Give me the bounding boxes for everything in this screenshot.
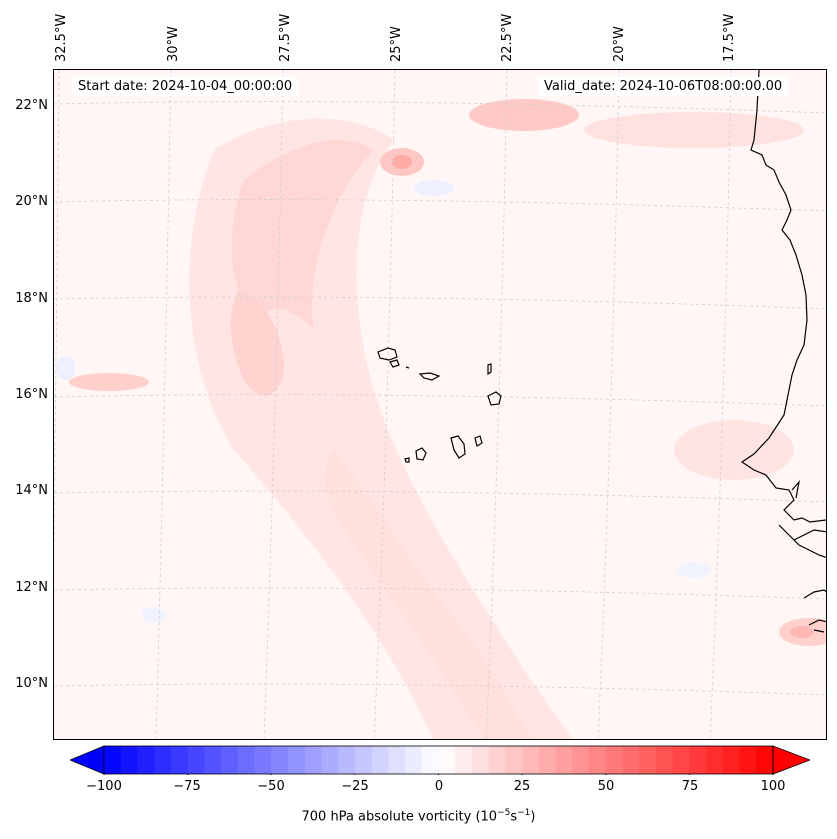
colorbar-tick-label: −75 xyxy=(173,779,201,794)
neg-patch-3 xyxy=(142,607,166,623)
colorbar-level xyxy=(622,746,640,774)
colorbar xyxy=(68,745,812,775)
colorbar-svg xyxy=(68,745,812,775)
colorbar-level xyxy=(722,746,741,774)
lon-label-20w: 20°W xyxy=(612,26,627,62)
neg-patch-1 xyxy=(414,180,454,196)
island-maio xyxy=(474,435,483,447)
island-sao-nicolau xyxy=(418,372,441,381)
vorticity-streak-east xyxy=(584,112,804,148)
colorbar-level xyxy=(287,746,306,774)
colorbar-level xyxy=(170,746,189,774)
colorbar-title: 700 hPa absolute vorticity (10−5s−1) xyxy=(301,808,536,825)
colorbar-tick-label: −100 xyxy=(86,779,122,794)
colorbar-level xyxy=(204,746,222,774)
neg-patch-4 xyxy=(676,562,712,578)
colorbar-level xyxy=(421,746,440,774)
vorticity-max-1-core xyxy=(392,155,412,169)
colorbar-tick-label: −50 xyxy=(257,779,285,794)
colorbar-tick-label: 75 xyxy=(681,779,699,794)
start-date-label: Start date: 2024-10-04_00:00:00 xyxy=(72,77,299,96)
colorbar-level xyxy=(137,746,155,774)
colorbar-level xyxy=(488,746,507,774)
vorticity-band-south xyxy=(325,450,533,739)
colorbar-level xyxy=(354,746,373,774)
colorbar-level xyxy=(672,746,690,774)
island-santa-luzia xyxy=(405,366,410,369)
colorbar-level xyxy=(471,746,490,774)
colorbar-level xyxy=(639,746,657,774)
map-panel[interactable] xyxy=(53,69,827,740)
cape-verde-islands xyxy=(377,347,502,463)
colorbar-level xyxy=(739,746,757,774)
island-boa-vista xyxy=(487,391,502,406)
colorbar-level xyxy=(104,746,122,774)
lon-label-30w: 30°W xyxy=(166,26,181,62)
vorticity-streak-se xyxy=(674,420,794,480)
lon-label-27-5w: 27.5°W xyxy=(278,13,293,62)
island-brava xyxy=(404,457,410,463)
colorbar-tick-label: 50 xyxy=(597,779,615,794)
island-santo-antao xyxy=(377,347,398,361)
island-santiago xyxy=(450,435,466,459)
colorbar-level xyxy=(756,746,774,774)
valid-date-label: Valid_date: 2024-10-06T08:00:00.00 xyxy=(538,77,789,96)
lat-label-10n: 10°N xyxy=(15,676,48,691)
island-sao-vicente xyxy=(389,359,400,368)
colorbar-level xyxy=(505,746,523,774)
colorbar-level xyxy=(438,746,456,774)
colorbar-level xyxy=(706,746,724,774)
lat-label-20n: 20°N xyxy=(15,194,48,209)
colorbar-level xyxy=(538,746,557,774)
colorbar-level xyxy=(689,746,707,774)
colorbar-level xyxy=(522,746,540,774)
colorbar-level xyxy=(221,746,239,774)
lon-label-17-5w: 17.5°W xyxy=(722,13,737,62)
gridlines xyxy=(54,70,826,739)
colorbar-extend-high xyxy=(772,745,812,775)
lat-label-16n: 16°N xyxy=(15,387,48,402)
lon-label-32-5w: 32.5°W xyxy=(54,13,69,62)
lon-label-22-5w: 22.5°W xyxy=(500,13,515,62)
colorbar-level xyxy=(371,746,389,774)
colorbar-tick-label: 0 xyxy=(434,779,444,794)
vorticity-max-4-core xyxy=(790,626,814,638)
vorticity-max-2 xyxy=(469,99,579,131)
african-coastline xyxy=(740,70,826,633)
colorbar-level xyxy=(555,746,573,774)
neg-patch-2 xyxy=(56,356,76,380)
lon-label-25w: 25°W xyxy=(389,26,404,62)
colorbar-level xyxy=(304,746,323,774)
lat-label-22n: 22°N xyxy=(15,98,48,113)
island-sal xyxy=(487,363,492,376)
lat-label-14n: 14°N xyxy=(15,483,48,498)
colorbar-level xyxy=(254,746,272,774)
colorbar-level xyxy=(455,746,473,774)
colorbar-level xyxy=(388,746,406,774)
colorbar-tick-label: 25 xyxy=(513,779,531,794)
colorbar-level xyxy=(572,746,590,774)
colorbar-tick-label: 100 xyxy=(760,779,786,794)
vorticity-map xyxy=(54,70,826,739)
colorbar-level xyxy=(120,746,139,774)
island-fogo xyxy=(415,447,427,461)
vorticity-max-3 xyxy=(69,373,149,391)
colorbar-level xyxy=(321,746,339,774)
vorticity-band-inner xyxy=(231,140,374,330)
colorbar-extend-low xyxy=(68,745,105,775)
colorbar-level xyxy=(187,746,205,774)
colorbar-level xyxy=(605,746,624,774)
colorbar-level xyxy=(405,746,423,774)
colorbar-level xyxy=(271,746,289,774)
colorbar-level xyxy=(338,746,356,774)
vorticity-streak-west xyxy=(230,290,284,397)
colorbar-tick-label: −25 xyxy=(341,779,369,794)
colorbar-level xyxy=(237,746,256,774)
lat-label-12n: 12°N xyxy=(15,580,48,595)
colorbar-level xyxy=(655,746,674,774)
colorbar-level xyxy=(589,746,607,774)
lat-label-18n: 18°N xyxy=(15,291,48,306)
colorbar-level xyxy=(154,746,172,774)
